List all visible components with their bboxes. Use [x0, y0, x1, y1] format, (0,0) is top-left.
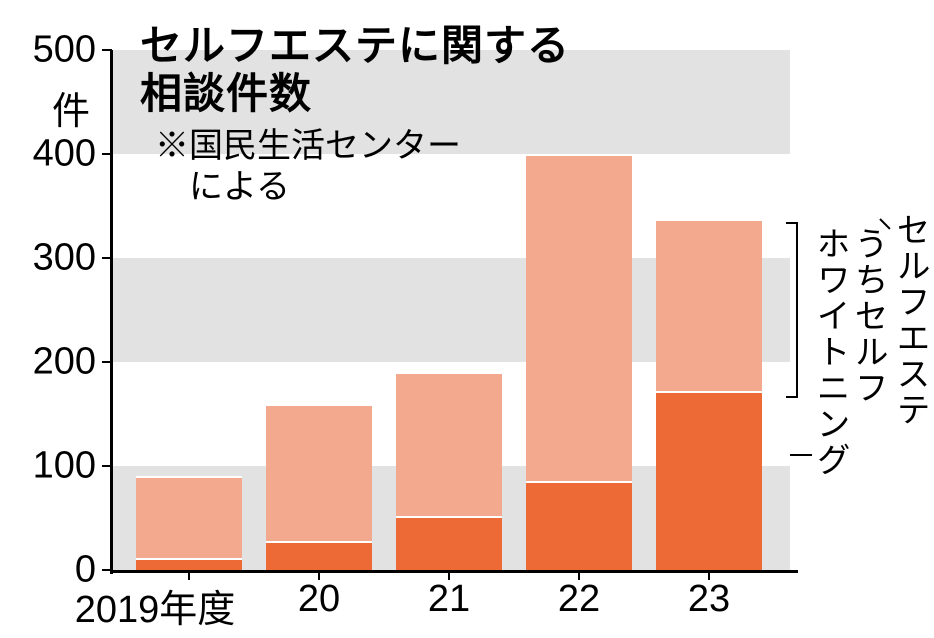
bar-segment-whitening — [266, 541, 372, 570]
bar-group — [526, 154, 632, 570]
y-axis-unit: 件 — [52, 80, 90, 135]
bar-segment-total — [656, 219, 762, 392]
y-tick-mark — [102, 361, 112, 363]
title-line2: 相談件数 — [140, 70, 312, 117]
y-tick-mark — [102, 257, 112, 259]
legend-total: セルフエステ — [886, 212, 934, 428]
bar-segment-whitening — [526, 481, 632, 570]
y-tick-label: 500 — [33, 29, 96, 72]
title-line1: セルフエステに関する — [140, 22, 570, 69]
x-tick-label: 20 — [279, 578, 359, 621]
chart-subtitle: ※国民生活センター による — [155, 126, 461, 208]
bar-group — [396, 372, 502, 570]
y-tick-label: 100 — [33, 445, 96, 488]
bar-segment-whitening — [136, 558, 242, 570]
bar-segment-total — [136, 476, 242, 557]
legend-whitening-col2: ホワイトニング — [806, 226, 855, 478]
y-tick-label: 300 — [33, 237, 96, 280]
x-tick-label: 21 — [409, 578, 489, 621]
bar-group — [266, 404, 372, 570]
bar-segment-whitening — [396, 516, 502, 570]
bar-segment-whitening — [656, 391, 762, 570]
legend-bracket-total — [790, 222, 798, 398]
y-tick-mark — [102, 49, 112, 51]
subtitle-line2: による — [155, 168, 290, 206]
subtitle-line1: ※国民生活センター — [155, 127, 461, 165]
bar-segment-total — [266, 404, 372, 541]
chart-title: セルフエステに関する 相談件数 — [140, 22, 570, 119]
y-tick-label: 200 — [33, 341, 96, 384]
y-tick-mark — [102, 153, 112, 155]
x-axis — [110, 570, 798, 573]
legend-connector-whitening — [790, 454, 812, 456]
y-tick-label: 400 — [33, 133, 96, 176]
bar-group — [136, 476, 242, 570]
y-tick-mark — [102, 465, 112, 467]
x-tick-label: 23 — [669, 578, 749, 621]
bar-segment-total — [396, 372, 502, 516]
x-tick-label: 22 — [539, 578, 619, 621]
bar-group — [656, 218, 762, 570]
bar-segment-total — [526, 154, 632, 481]
x-tick-label: 2019年度 — [40, 578, 270, 633]
y-axis — [110, 50, 113, 574]
y-tick-mark — [102, 569, 112, 571]
